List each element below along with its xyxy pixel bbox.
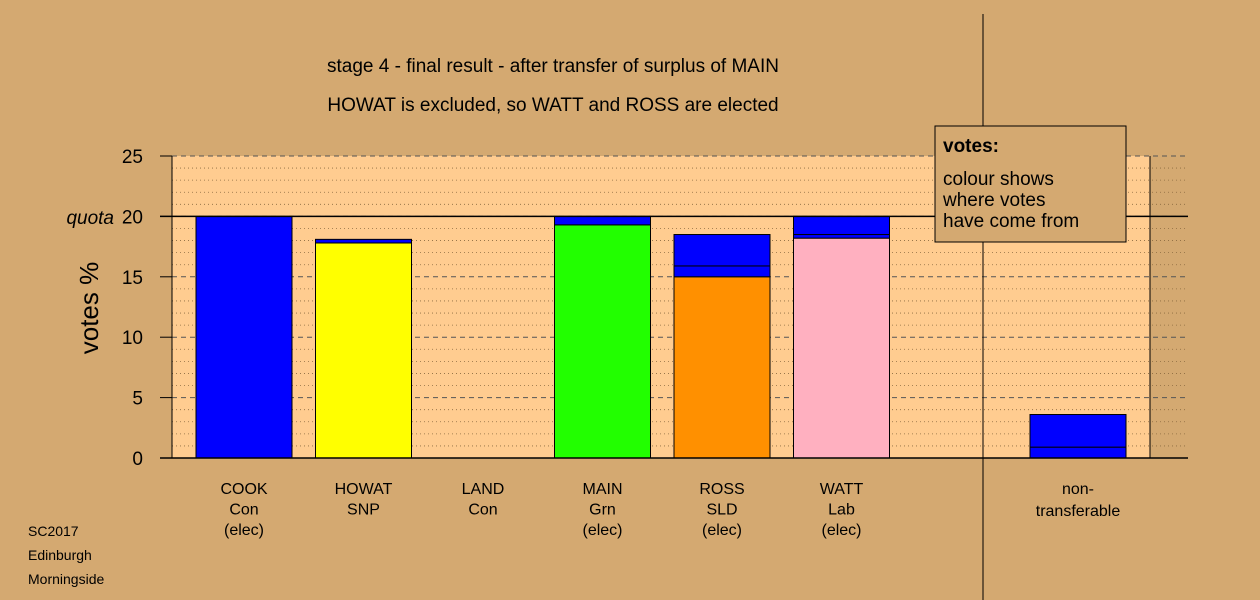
chart-subtitle: HOWAT is excluded, so WATT and ROSS are …: [327, 95, 778, 116]
footer-line-3: Morningside: [28, 571, 104, 587]
bar-segment-ross-0: [673, 276, 771, 459]
bar-segment-nontransferable-1: [1029, 414, 1127, 448]
category-label-main-status: (elec): [582, 522, 622, 539]
category-label-howat-name: HOWAT: [335, 481, 393, 498]
category-label-land-name: LAND: [462, 481, 505, 498]
legend-box: [934, 125, 1127, 243]
category-label-watt-status: (elec): [821, 522, 861, 539]
y-tick-label: 15: [122, 268, 143, 289]
bar-segment-ross-2: [673, 234, 771, 267]
bar-segment-howat-1: [315, 238, 412, 244]
y-tick-labels: 0 5 10 15 20 25: [122, 147, 172, 470]
category-label-cook-status: (elec): [224, 522, 264, 539]
bar-segment-main-1: [554, 215, 651, 226]
y-tick-label: 20: [122, 207, 143, 228]
chart-title: stage 4 - final result - after transfer …: [327, 56, 779, 77]
y-tick-label: 0: [132, 449, 143, 470]
category-label-watt-name: WATT: [820, 481, 864, 498]
bar-segment-watt-0: [793, 237, 890, 459]
category-label-main-name: MAIN: [583, 481, 623, 498]
y-tick-label: 10: [122, 328, 143, 349]
footer-line-1: SC2017: [28, 523, 79, 539]
bar-segment-ross-1: [673, 265, 771, 278]
category-label-howat-party: SNP: [347, 502, 380, 519]
legend-line-3: have come from: [943, 211, 1079, 232]
bar-segment-watt-1: [793, 234, 890, 239]
y-axis-label: votes %: [74, 262, 104, 355]
category-label-main-party: Grn: [589, 502, 616, 519]
quota-label: quota: [66, 208, 114, 229]
bar-segment-nontransferable-0: [1029, 446, 1127, 459]
legend-line-1: colour shows: [943, 169, 1054, 190]
bar-segment-cook-0: [195, 215, 293, 459]
bar-segment-howat-0: [315, 242, 412, 459]
bar-segment-watt-2: [793, 215, 890, 236]
category-label-cook-party: Con: [229, 502, 258, 519]
category-label-ross-name: ROSS: [699, 481, 744, 498]
axes: [160, 14, 1188, 600]
footer-line-2: Edinburgh: [28, 547, 92, 563]
category-label-watt-party: Lab: [828, 502, 855, 519]
legend-title: votes:: [943, 136, 999, 157]
category-label-cook-name: COOK: [220, 481, 267, 498]
category-label-land-party: Con: [468, 502, 497, 519]
legend-line-2: where votes: [942, 190, 1045, 211]
legend: votes: colour shows where votes have com…: [934, 125, 1127, 243]
category-label-ross-party: SLD: [706, 502, 737, 519]
category-label-ross-status: (elec): [702, 522, 742, 539]
nontransferable-label-line2: transferable: [1036, 503, 1121, 520]
y-tick-label: 25: [122, 147, 143, 168]
bar-segment-main-0: [554, 224, 651, 459]
category-labels: COOK Con (elec) HOWAT SNP LAND Con MAIN Grn (elec…: [220, 481, 863, 539]
y-tick-label: 5: [132, 389, 143, 410]
nontransferable-label-line1: non-: [1062, 481, 1094, 498]
bars: [195, 215, 1127, 459]
